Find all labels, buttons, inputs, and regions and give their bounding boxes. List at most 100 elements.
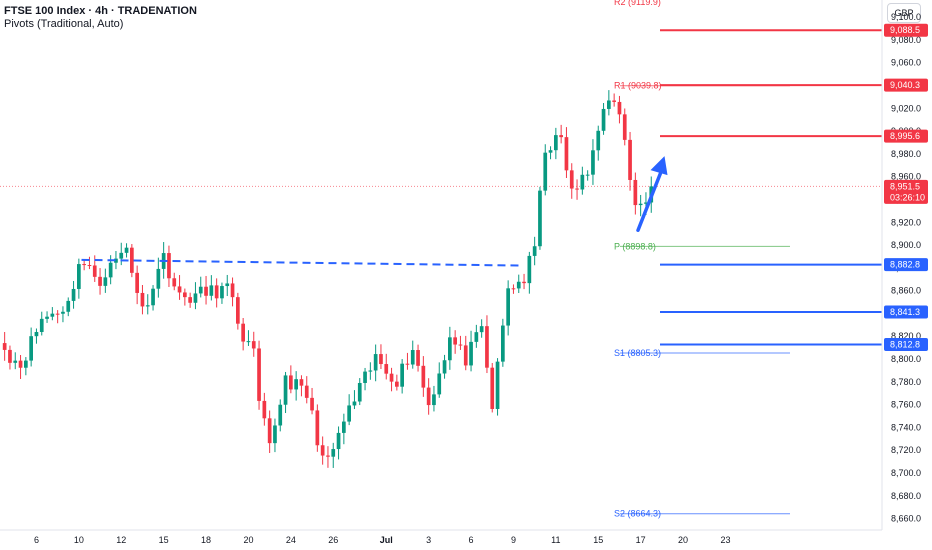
support-price-badge <box>884 258 928 272</box>
price-badge-text: 8,882.8 <box>890 260 920 270</box>
time-tick-label: 15 <box>593 535 603 545</box>
resistance-price-badge <box>884 23 928 37</box>
candle-up <box>198 286 203 294</box>
candle-up <box>45 316 49 319</box>
price-tick-label: 8,660.0 <box>891 514 921 524</box>
candle-down <box>622 114 627 140</box>
candle-up <box>527 255 532 284</box>
candle-up <box>209 285 214 296</box>
candle-down <box>214 285 219 299</box>
candle-up <box>580 174 585 190</box>
price-tick-label: 8,980.0 <box>891 149 921 159</box>
price-tick-label: 9,060.0 <box>891 58 921 68</box>
candle-up <box>368 370 373 372</box>
candle-up <box>156 268 161 289</box>
candle-down <box>236 297 240 324</box>
bullish-arrow-head[interactable] <box>650 156 668 176</box>
candle-down <box>82 264 86 266</box>
candle-down <box>633 179 638 206</box>
candle-up <box>432 394 436 406</box>
candle-up <box>543 152 548 191</box>
candle-down <box>326 455 330 457</box>
annotations <box>81 156 668 267</box>
time-tick-label: 20 <box>243 535 253 545</box>
candle-up <box>596 130 601 151</box>
candle-down <box>458 344 463 346</box>
candle-down <box>230 283 235 298</box>
currency-button[interactable]: GBP <box>887 3 921 23</box>
price-tick-label: 8,820.0 <box>891 331 921 341</box>
candle-up <box>357 382 362 402</box>
candle-up <box>469 341 473 366</box>
candle-up <box>331 449 336 457</box>
price-tick-label: 8,960.0 <box>891 172 921 182</box>
candle-up <box>554 135 558 151</box>
time-tick-label: 11 <box>551 535 560 545</box>
time-tick-label: 26 <box>328 535 338 545</box>
candle-up <box>13 360 18 363</box>
indicator-label: Pivots (Traditional, Auto) <box>4 18 124 30</box>
time-tick-label: 18 <box>201 535 211 545</box>
candle-down <box>379 354 383 365</box>
candle-up <box>119 252 124 259</box>
candle-down <box>463 345 468 366</box>
price-tick-label: 8,860.0 <box>891 286 921 296</box>
candle-up <box>516 281 521 289</box>
price-tick-label: 9,020.0 <box>891 103 921 113</box>
candle-up <box>347 405 351 422</box>
price-tick-label: 8,720.0 <box>891 445 921 455</box>
time-tick-label: Jul <box>380 535 393 545</box>
price-tick-label: 8,740.0 <box>891 422 921 432</box>
candle-down <box>453 337 457 345</box>
candle-up <box>77 264 81 289</box>
price-tick-label: 9,080.0 <box>891 35 921 45</box>
candle-down <box>315 410 320 446</box>
price-badge-text: 8,812.8 <box>890 339 920 349</box>
candle-up <box>601 108 606 131</box>
candle-down <box>426 387 431 406</box>
candle-up <box>538 190 542 247</box>
candle-up <box>591 150 595 175</box>
candle-up <box>506 288 510 326</box>
time-tick-label: 23 <box>720 535 730 545</box>
price-tick-label: 8,760.0 <box>891 400 921 410</box>
time-tick-label: 24 <box>286 535 296 545</box>
candle-up <box>71 288 76 301</box>
candle-down <box>485 326 489 368</box>
candle-down <box>172 278 177 287</box>
candle-up <box>352 401 357 406</box>
candle-down <box>130 247 134 273</box>
candle-down <box>628 139 632 180</box>
current-price-badge <box>884 179 928 204</box>
candle-up <box>29 336 33 361</box>
candle-up <box>50 313 55 317</box>
candle-down <box>511 288 516 290</box>
candle-down <box>177 286 182 293</box>
candle-down <box>389 373 394 382</box>
candle-up <box>644 202 648 204</box>
neckline-dashed[interactable] <box>81 258 522 267</box>
time-axis: 6 10 12 15 18 20 24 26 Jul 3 6 9 11 15 17 20 23 <box>34 535 731 545</box>
candle-down <box>204 286 208 296</box>
price-tick-label: 9,100.0 <box>891 12 921 22</box>
candle-down <box>522 281 526 284</box>
candle-up <box>66 300 71 312</box>
candle-down <box>289 375 293 390</box>
pivot-label: P (8898.8) <box>614 241 656 251</box>
candle-up <box>342 421 346 433</box>
price-tick-label: 8,920.0 <box>891 217 921 227</box>
candle-down <box>2 343 7 350</box>
candle-up <box>501 325 505 362</box>
candle-up <box>495 361 500 409</box>
candle-down <box>559 135 563 138</box>
candle-down <box>55 313 60 315</box>
bullish-arrow-shaft[interactable] <box>636 166 665 232</box>
candle-down <box>320 445 325 456</box>
time-tick-label: 12 <box>116 535 126 545</box>
price-badge-text: 8,995.6 <box>890 131 920 141</box>
price-badge-text: 8,951.5 <box>890 181 920 191</box>
candle-down <box>421 365 426 388</box>
candle-down <box>167 253 171 279</box>
price-labels: 9,088.5 9,040.3 8,995.6 8,951.503:26:10 8,88… <box>884 23 928 351</box>
